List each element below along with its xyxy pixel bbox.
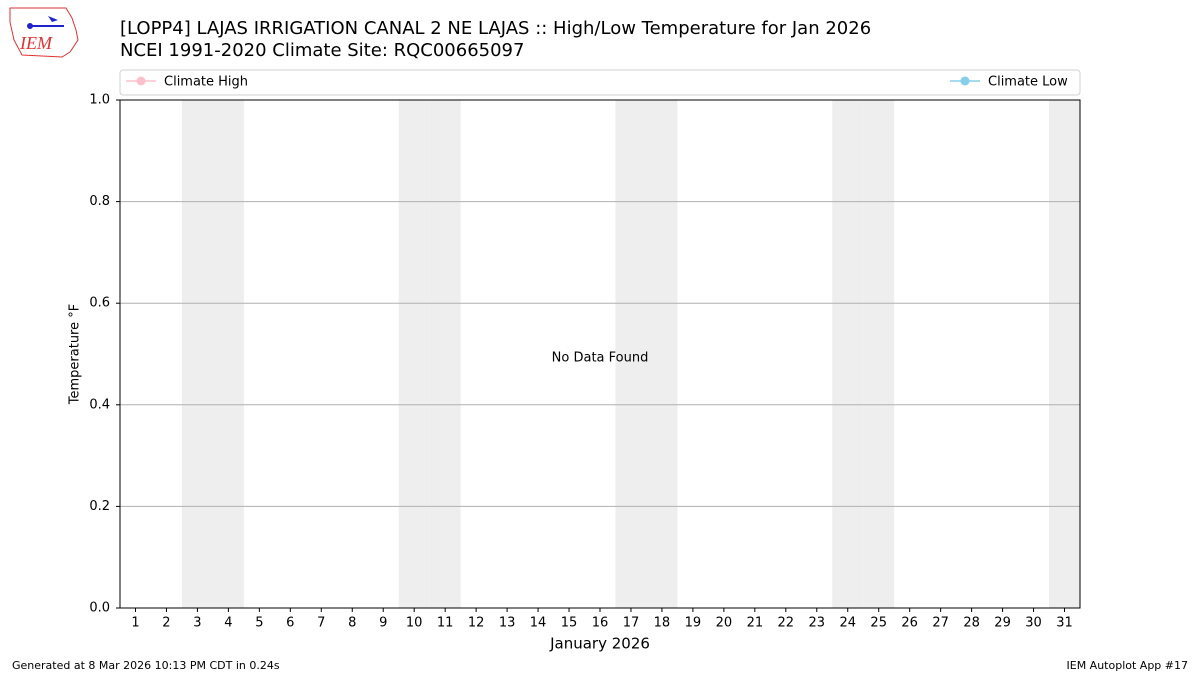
x-tick-label: 6 — [286, 616, 294, 631]
y-tick-label: 0.0 — [89, 601, 110, 616]
plot-frame — [119, 99, 1081, 609]
y-tick-label: 1.0 — [89, 93, 110, 108]
x-tick-label: 20 — [716, 616, 733, 631]
x-tick-label: 25 — [870, 616, 887, 631]
y-axis-label: Temperature °F — [68, 304, 83, 405]
x-tick-label: 24 — [839, 616, 856, 631]
weekend-band — [832, 100, 864, 608]
x-tick-label: 23 — [809, 616, 826, 631]
footer-right: IEM Autoplot App #17 — [1067, 659, 1189, 672]
x-tick-label: 28 — [963, 616, 980, 631]
x-tick-label: 30 — [1025, 616, 1042, 631]
x-tick-label: 4 — [224, 616, 232, 631]
x-axis-label: January 2026 — [549, 635, 650, 653]
x-tick-label: 9 — [379, 616, 387, 631]
y-tick-label: 0.8 — [89, 194, 110, 209]
x-tick-label: 17 — [623, 616, 640, 631]
x-tick-label: 7 — [317, 616, 325, 631]
no-data-annotation: No Data Found — [552, 351, 649, 366]
x-tick-label: 1 — [131, 616, 139, 631]
weekend-band — [181, 100, 213, 608]
x-tick-label: 13 — [499, 616, 516, 631]
weekend-band — [863, 100, 895, 608]
weekend-band — [615, 100, 647, 608]
x-tick-label: 18 — [654, 616, 671, 631]
chart-subtitle: NCEI 1991-2020 Climate Site: RQC00665097 — [120, 40, 524, 61]
y-tick-label: 0.2 — [89, 499, 110, 514]
weekend-band — [1049, 100, 1080, 608]
weekend-band — [398, 100, 430, 608]
x-tick-label: 14 — [530, 616, 547, 631]
logo-text: IEM — [19, 33, 53, 53]
x-tick-label: 29 — [994, 616, 1011, 631]
legend-box — [119, 69, 1081, 96]
x-tick-label: 2 — [162, 616, 170, 631]
x-tick-label: 8 — [348, 616, 356, 631]
x-tick-label: 27 — [932, 616, 949, 631]
x-tick-label: 22 — [778, 616, 795, 631]
legend-marker — [136, 76, 146, 86]
legend-label: Climate Low — [988, 75, 1068, 90]
x-tick-label: 3 — [193, 616, 201, 631]
x-tick-label: 31 — [1056, 616, 1073, 631]
x-tick-label: 15 — [561, 616, 578, 631]
x-tick-label: 19 — [685, 616, 702, 631]
x-tick-label: 21 — [747, 616, 764, 631]
x-tick-label: 11 — [437, 616, 454, 631]
x-tick-label: 10 — [406, 616, 423, 631]
x-tick-label: 26 — [901, 616, 918, 631]
legend-marker — [960, 76, 970, 86]
weekend-band — [429, 100, 461, 608]
y-tick-label: 0.4 — [89, 397, 110, 412]
x-tick-label: 5 — [255, 616, 263, 631]
legend-label: Climate High — [164, 75, 248, 90]
weekend-band — [646, 100, 678, 608]
footer-left: Generated at 8 Mar 2026 10:13 PM CDT in … — [12, 659, 280, 672]
y-tick-label: 0.6 — [89, 296, 110, 311]
chart-title: [LOPP4] LAJAS IRRIGATION CANAL 2 NE LAJA… — [120, 18, 871, 39]
x-tick-label: 16 — [592, 616, 609, 631]
x-tick-label: 12 — [468, 616, 485, 631]
weekend-band — [212, 100, 244, 608]
logo: IEM — [9, 7, 79, 58]
